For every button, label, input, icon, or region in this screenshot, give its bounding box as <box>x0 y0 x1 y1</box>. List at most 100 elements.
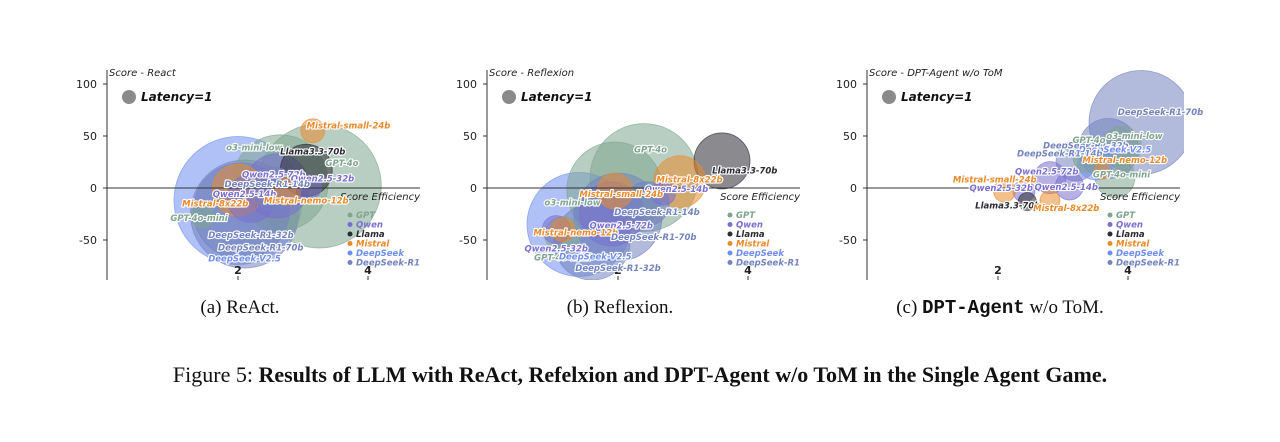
caption-text: ReAct. <box>226 297 280 318</box>
caption-dpt: (c) DPT-Agent w/o ToM. <box>810 297 1190 319</box>
legend-label-llama: Llama <box>1116 230 1145 240</box>
chart-svg-dpt: 100 50 0 -50 2 4 Score - DPT-Agent w/o ToM Scor… <box>836 68 1204 280</box>
point-label-llama3-3-70b: Llama3.3-70b <box>975 202 1040 212</box>
caption-text: Reflexion. <box>593 297 674 318</box>
legend-label-gpt: GPT <box>356 211 376 221</box>
point-label-llama3-3-70b: Llama3.3-70b <box>712 166 777 176</box>
point-label-deepseek-r1-70b: DeepSeek-R1-70b <box>1118 108 1203 118</box>
point-label-qwen2-5-72b: Qwen2.5-72b <box>1015 167 1078 177</box>
latency-label: Latency=1 <box>901 90 973 104</box>
point-label-deepseek-r1-32b: DeepSeek-R1-32b <box>575 264 660 274</box>
legend-label-deepseek-r1: DeepSeek-R1 <box>356 259 420 269</box>
bubble-qwen2-5-14b <box>1055 171 1084 201</box>
point-label-mistral-nemo-12b: Mistral-nemo-12b <box>264 196 349 206</box>
point-label-mistral-nemo-12b: Mistral-nemo-12b <box>533 229 618 239</box>
bubble-mistral-nemo-12b <box>1093 162 1111 180</box>
legend-label-qwen: Qwen <box>736 221 763 231</box>
legend-label-deepseek: DeepSeek <box>356 249 405 259</box>
x-tick-label: 2 <box>234 264 242 277</box>
y-tick-label: 100 <box>456 78 477 91</box>
latency-marker <box>882 90 896 104</box>
point-label-deepseek-r1-70b: DeepSeek-R1-70b <box>611 233 696 243</box>
point-label-qwen2-5-14b: Qwen2.5-14b <box>213 190 276 200</box>
point-label-mistral-nemo-12b: Mistral-nemo-12b <box>1082 156 1167 166</box>
y-axis-label: Score - Reflexion <box>489 68 574 79</box>
point-label-mistral-8x22b: Mistral-8x22b <box>1033 204 1099 214</box>
point-label-qwen2-5-32b: Qwen2.5-32b <box>525 244 588 254</box>
y-tick-label: 100 <box>76 78 97 91</box>
y-axis-label: Score - React <box>109 68 177 79</box>
legend-marker-gpt <box>347 212 353 218</box>
y-tick-label: 0 <box>850 182 857 195</box>
caption-text: w/o ToM. <box>1024 297 1104 318</box>
chart-panel-reflexion: 100 50 0 -50 2 4 Score - Reflexion Score Effici… <box>430 60 810 280</box>
legend-label-deepseek: DeepSeek <box>736 249 785 259</box>
legend-marker-gpt <box>1107 212 1113 218</box>
figure-caption-prefix: Figure 5: <box>172 362 259 387</box>
point-label-gpt-4o-mini: GPT-4o-mini <box>534 254 592 264</box>
point-label-deepseek-v2-5: DeepSeek-V2.5 <box>1079 146 1152 156</box>
bubble-gpt-4o-mini <box>189 203 215 229</box>
bubble-qwen2-5-14b <box>651 180 676 206</box>
caption-prefix: (a) <box>200 297 222 318</box>
caption-prefix: (b) <box>566 297 589 318</box>
caption-prefix: (c) <box>896 297 918 318</box>
point-label-qwen2-5-32b: Qwen2.5-32b <box>291 175 354 185</box>
legend-marker-deepseek <box>347 250 353 256</box>
point-label-mistral-8x22b: Mistral-8x22b <box>656 176 722 186</box>
x-tick-label: 4 <box>364 264 372 277</box>
latency-label: Latency=1 <box>521 90 593 104</box>
y-tick-label: 50 <box>83 130 97 143</box>
latency-marker <box>502 90 516 104</box>
bubble-mistral-small-24b <box>596 172 634 210</box>
legend-label-mistral: Mistral <box>736 240 770 250</box>
legend-marker-deepseek-r1 <box>727 260 733 265</box>
point-label-o3-mini-low: o3-mini-low <box>226 143 282 153</box>
legend-marker-deepseek <box>727 250 733 256</box>
caption-reflexion: (b) Reflexion. <box>430 297 810 319</box>
legend-label-gpt: GPT <box>736 211 756 221</box>
y-tick-label: -50 <box>79 234 97 247</box>
x-axis-label: Score Efficiency <box>340 192 421 203</box>
x-axis-label: Score Efficiency <box>1100 192 1181 203</box>
legend-label-mistral: Mistral <box>1116 240 1150 250</box>
legend-label-deepseek-r1: DeepSeek-R1 <box>1116 259 1180 269</box>
point-label-deepseek-r1-14b: DeepSeek-R1-14b <box>614 208 699 218</box>
legend-label-llama: Llama <box>356 230 385 240</box>
bubble-layer <box>526 123 751 280</box>
chart-panel-react: 100 50 0 -50 2 4 Score - React Score Efficiency… <box>50 60 430 280</box>
point-label-qwen2-5-14b: Qwen2.5-14b <box>645 185 708 195</box>
point-label-gpt-4o: GPT-4o <box>1072 136 1105 146</box>
legend-label-qwen: Qwen <box>1116 221 1143 231</box>
point-label-mistral-small-24b: Mistral-small-24b <box>953 176 1037 186</box>
point-label-deepseek-r1-14b: DeepSeek-R1-14b <box>1017 150 1102 160</box>
point-label-gpt-4o: GPT-4o <box>325 159 358 169</box>
point-label-gpt-4o-mini: GPT-4o-mini <box>1093 170 1151 180</box>
x-tick-label: 2 <box>614 264 622 277</box>
y-tick-label: 50 <box>463 130 477 143</box>
legend-marker-llama <box>347 231 353 237</box>
bubble-llama3-3-70b <box>1017 192 1037 211</box>
legend-marker-deepseek-r1 <box>1107 260 1113 265</box>
legend-marker-llama <box>727 231 733 237</box>
point-label-deepseek-r1-14b: DeepSeek-R1-14b <box>225 180 310 190</box>
legend-label-deepseek: DeepSeek <box>1116 249 1165 259</box>
legend-marker-mistral <box>1107 241 1113 246</box>
point-label-llama3-3-70b: Llama3.3-70b <box>280 148 345 158</box>
x-tick-label: 4 <box>1124 264 1132 277</box>
latency-label: Latency=1 <box>141 90 213 104</box>
point-label-deepseek-r1-32b: DeepSeek-R1-32b <box>208 231 293 241</box>
point-label-qwen2-5-72b: Qwen2.5-72b <box>242 170 305 180</box>
chart-panel-dpt: 100 50 0 -50 2 4 Score - DPT-Agent w/o ToM Scor… <box>810 60 1204 280</box>
figure-caption: Figure 5: Results of LLM with ReAct, Ref… <box>0 362 1280 388</box>
chart-svg-reflexion: 100 50 0 -50 2 4 Score - Reflexion Score Effici… <box>456 68 801 280</box>
y-tick-label: 0 <box>90 182 97 195</box>
legend-label-deepseek-r1: DeepSeek-R1 <box>736 259 800 269</box>
bubble-mistral-nemo-12b <box>550 217 576 243</box>
y-tick-label: -50 <box>459 234 477 247</box>
point-label-o3-mini-low: o3-mini-low <box>544 199 600 209</box>
legend-marker-deepseek <box>1107 250 1113 256</box>
y-tick-label: -50 <box>839 234 857 247</box>
bubble-layer <box>993 70 1184 211</box>
legend-marker-qwen <box>727 222 733 227</box>
